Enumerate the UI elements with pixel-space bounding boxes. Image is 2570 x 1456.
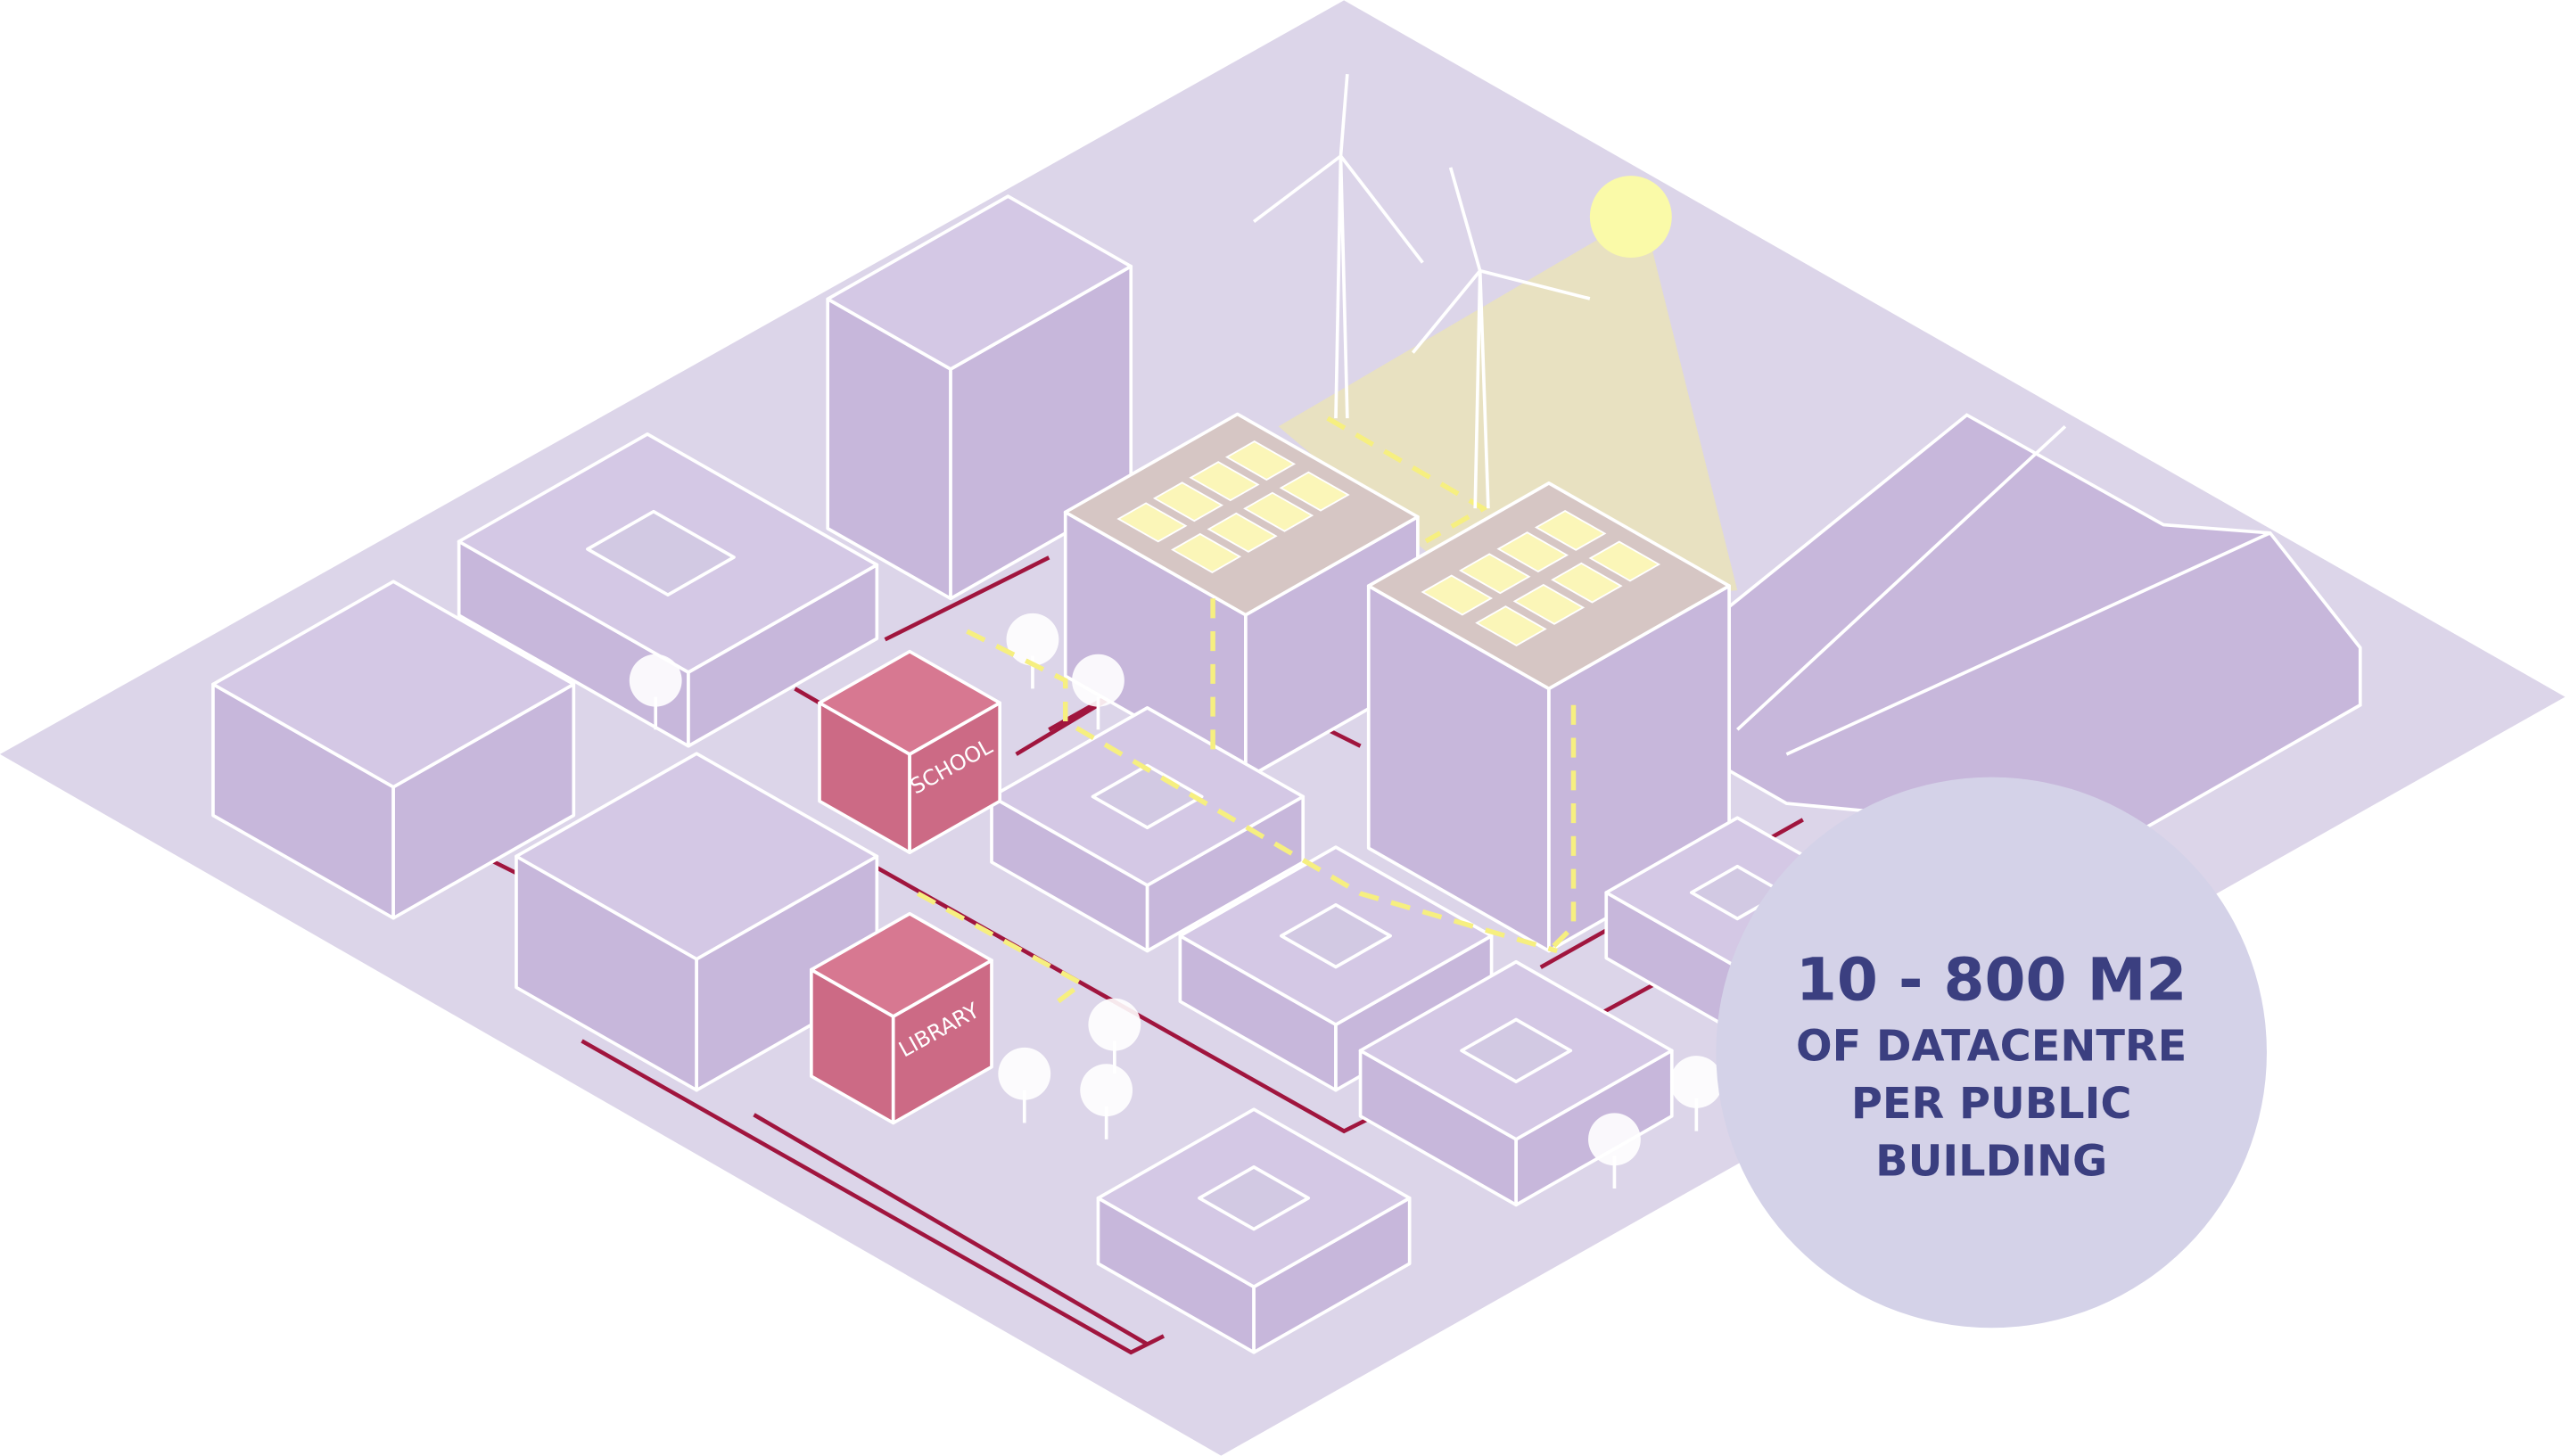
dash-line	[966, 629, 1558, 954]
solar-panel	[1588, 540, 1661, 582]
solar-panel	[1224, 440, 1297, 481]
warehouse-ridge	[1736, 424, 2067, 731]
block	[211, 580, 576, 920]
solar-panel	[1171, 532, 1242, 573]
solar-panel	[1152, 481, 1224, 522]
warehouse	[1727, 413, 2362, 838]
tree	[998, 1047, 1051, 1100]
warehouse-ridge	[1785, 531, 2271, 756]
callout-circle	[1716, 777, 2267, 1328]
box-top-face	[1063, 412, 1420, 617]
solar-panel	[1189, 461, 1260, 502]
tree	[1088, 998, 1141, 1051]
tree	[1006, 613, 1059, 666]
dash-line	[1546, 704, 1577, 953]
pipe	[753, 1113, 1149, 1346]
turbine-blades	[1252, 73, 1424, 264]
solar-panel	[1279, 471, 1350, 512]
box-top-face	[211, 580, 576, 789]
solar-panel	[1512, 583, 1586, 625]
box-top-face	[818, 649, 1002, 756]
school-box: SCHOOL	[818, 649, 1002, 855]
turbine-blades	[1411, 167, 1591, 354]
box-top-face	[809, 911, 993, 1018]
solar-panel	[1551, 562, 1623, 604]
callout-line: OF DATACENTRE	[1796, 1023, 2187, 1072]
callout-line: BUILDING	[1875, 1137, 2107, 1186]
courtyard	[1280, 902, 1392, 969]
courtyard	[586, 509, 736, 597]
tree	[1669, 1056, 1723, 1108]
solar-panel	[1421, 574, 1494, 616]
solar-panel	[1475, 605, 1547, 647]
courtyard-block	[1096, 1107, 1412, 1354]
sun	[1589, 176, 1672, 258]
tree	[1588, 1113, 1641, 1166]
courtyard-block	[1358, 959, 1674, 1207]
dash-line	[916, 891, 1087, 1011]
box-top-face	[1366, 481, 1731, 691]
dash-line	[1326, 415, 1488, 544]
power-lines	[916, 415, 1577, 1011]
solar-panel	[1116, 502, 1188, 543]
tree	[629, 654, 682, 707]
courtyard-block	[457, 432, 879, 748]
solar-panel	[1458, 553, 1531, 595]
callout-line: PER PUBLIC	[1851, 1080, 2132, 1129]
tree	[1072, 654, 1124, 707]
tree	[1080, 1064, 1133, 1117]
pipe	[884, 555, 1050, 642]
courtyard	[1091, 763, 1204, 830]
courtyard	[1198, 1165, 1311, 1231]
solar-panel	[1207, 512, 1278, 553]
wind-turbines	[1252, 73, 1591, 509]
box-top-face	[515, 752, 879, 961]
solar-panel	[1534, 509, 1607, 551]
pipe	[581, 1039, 1166, 1355]
callout-headline: 10 - 800 M2	[1796, 946, 2187, 1015]
box-top-face	[826, 194, 1133, 371]
solar-panel	[1243, 491, 1314, 532]
library-box: LIBRARY	[809, 911, 993, 1125]
solar-panel	[1496, 531, 1569, 573]
datacentre-building	[1366, 481, 1731, 953]
courtyard	[1460, 1017, 1573, 1083]
